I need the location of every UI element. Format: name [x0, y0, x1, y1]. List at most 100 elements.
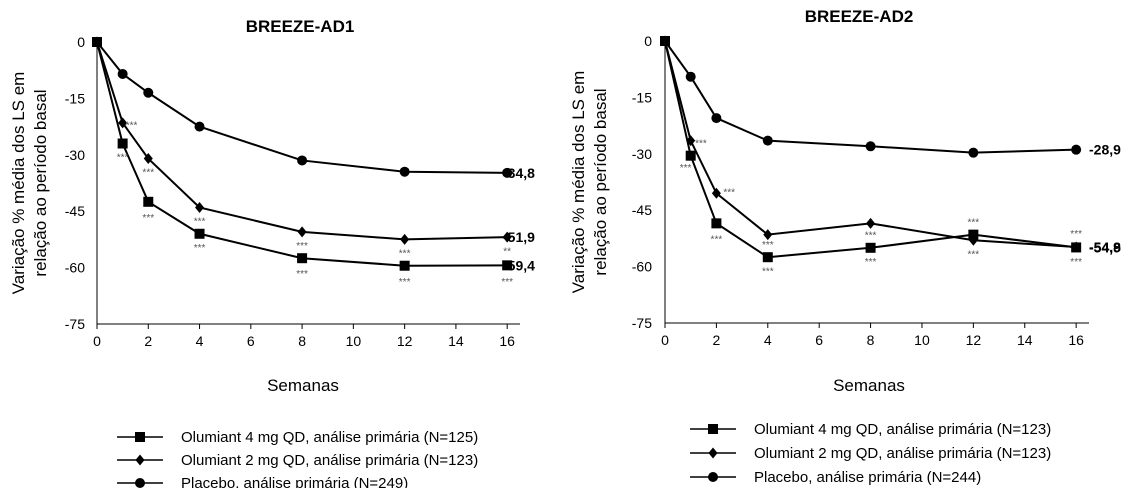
data-point: [711, 187, 721, 199]
y-tick-label: 0: [77, 34, 85, 50]
significance-marker: ***: [399, 249, 411, 260]
data-point: [1071, 241, 1081, 253]
data-point: [143, 196, 154, 207]
significance-marker: ***: [865, 257, 877, 268]
x-tick-label: 2: [712, 332, 720, 348]
data-point: [297, 253, 308, 264]
significance-marker: ***: [711, 234, 723, 245]
data-point: [711, 218, 722, 229]
legend-label: Olumiant 4 mg QD, análise primária (N=12…: [181, 429, 478, 446]
data-point: [117, 138, 128, 149]
y-tick-label: -30: [632, 146, 652, 162]
end-value-label: -51,9: [503, 229, 535, 245]
data-point: [968, 229, 979, 240]
series-line: [96, 41, 508, 174]
data-point: [399, 166, 410, 177]
series-square: -54,9: [660, 36, 1121, 263]
data-point: [502, 260, 513, 271]
y-axis-label: Variação % média dos LS em: [569, 71, 588, 294]
significance-marker: ***: [117, 153, 129, 164]
significance-marker: **: [503, 247, 511, 258]
y-axis-label: relação ao período basal: [591, 88, 610, 275]
series-line: [96, 41, 508, 241]
end-value-label: -54,9: [1089, 239, 1121, 255]
chart-1: BREEZE-AD1 0 -15 -30 -45 -60 -75 0 2 4 6 8 10 12 14 16 V…: [9, 17, 535, 488]
y-tick-label: 0: [644, 33, 652, 49]
significance-marker: ***: [501, 277, 513, 288]
data-point: [711, 113, 722, 124]
significance-marker: ***: [723, 187, 735, 198]
significance-marker: ***: [194, 243, 206, 254]
significance-marker: ***: [1070, 229, 1082, 240]
data-point: [399, 260, 410, 271]
significance-marker: ***: [296, 269, 308, 280]
legend-label: Olumiant 2 mg QD, análise primária (N=12…: [754, 445, 1051, 462]
x-tick-label: 12: [397, 333, 413, 349]
y-axis-label: relação ao período basal: [31, 89, 50, 276]
significance-marker: ***: [296, 241, 308, 252]
data-point: [400, 233, 410, 245]
x-tick-label: 0: [93, 333, 101, 349]
x-tick-label: 6: [247, 333, 255, 349]
data-point: [968, 234, 978, 246]
data-point: [968, 147, 979, 158]
data-point: [763, 229, 773, 241]
x-tick-label: 16: [1068, 332, 1084, 348]
data-point: [762, 252, 773, 263]
legend-marker: [135, 454, 145, 466]
significance-marker: ***: [680, 163, 692, 174]
end-value-label: -28,9: [1089, 142, 1121, 158]
x-tick-label: 4: [764, 332, 772, 348]
x-tick-label: 8: [867, 332, 875, 348]
y-tick-label: -30: [65, 147, 85, 163]
y-tick-label: -60: [632, 259, 652, 275]
series-square: -59,4: [92, 37, 535, 273]
legend-label: Placebo, análise primária (N=249): [181, 475, 408, 488]
data-point: [685, 150, 696, 161]
x-tick-label: 14: [1017, 332, 1033, 348]
data-point: [502, 167, 513, 178]
end-value-label: -54,8: [1089, 239, 1121, 255]
legend-label: Olumiant 2 mg QD, análise primária (N=12…: [181, 452, 478, 469]
data-point: [865, 141, 876, 152]
chart-title: BREEZE-AD1: [246, 17, 355, 36]
data-point: [143, 153, 153, 165]
y-axis-label: Variação % média dos LS em: [9, 72, 28, 295]
y-tick-label: -75: [632, 315, 652, 331]
y-tick-label: -15: [65, 90, 85, 106]
x-axis-label: Semanas: [267, 376, 339, 395]
data-point: [195, 201, 205, 213]
y-tick-label: -60: [65, 260, 85, 276]
data-point: [660, 36, 670, 46]
significance-marker: ***: [142, 213, 154, 224]
data-point: [762, 135, 773, 146]
y-tick-label: -15: [632, 89, 652, 105]
x-axis-label: Semanas: [833, 376, 905, 395]
end-value-label: -34,8: [503, 165, 535, 181]
x-tick-label: 10: [346, 333, 362, 349]
data-point: [686, 135, 696, 147]
data-point: [297, 226, 307, 238]
data-point: [502, 231, 512, 243]
data-point: [865, 242, 876, 253]
x-tick-label: 10: [914, 332, 930, 348]
significance-marker: ***: [968, 249, 980, 260]
x-tick-label: 2: [144, 333, 152, 349]
data-point: [297, 155, 308, 166]
significance-marker: ***: [695, 139, 707, 150]
series-diamond: -54,8: [660, 35, 1121, 255]
significance-marker: ***: [865, 231, 877, 242]
data-point: [194, 121, 205, 132]
x-tick-label: 8: [298, 333, 306, 349]
data-point: [685, 71, 696, 82]
data-point: [143, 87, 154, 98]
x-tick-label: 12: [966, 332, 982, 348]
data-point: [92, 37, 102, 47]
significance-marker: ***: [194, 217, 206, 228]
significance-marker: ***: [399, 277, 411, 288]
x-tick-label: 14: [448, 333, 464, 349]
data-point: [1071, 144, 1082, 155]
y-tick-label: -45: [632, 202, 652, 218]
chart-title: BREEZE-AD2: [805, 7, 914, 26]
